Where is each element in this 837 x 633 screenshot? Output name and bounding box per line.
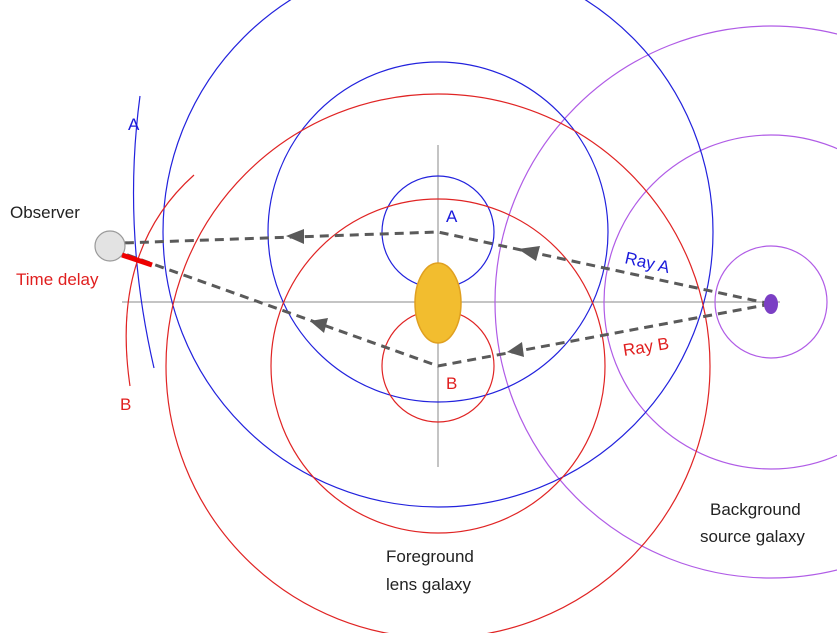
source-wavefronts — [494, 25, 837, 579]
source-wavefront-3 — [494, 25, 837, 579]
observer-label: Observer — [10, 203, 80, 222]
wavefront-a-label: A — [128, 115, 140, 134]
foreground-lens-galaxy-label-line1: Foreground — [386, 547, 474, 566]
background-source-galaxy-label-line2: source galaxy — [700, 527, 805, 546]
source-galaxy — [764, 294, 778, 314]
foreground-lens-galaxy-label-line2: lens galaxy — [386, 575, 472, 594]
ray-a-arrow-left — [286, 229, 304, 244]
path-b-observer-arc — [125, 174, 195, 387]
path-b-wavefront-2 — [270, 198, 606, 534]
path-a-wavefront-2 — [267, 61, 609, 403]
time-delay-label: Time delay — [16, 270, 99, 289]
path-b-wavefront-3 — [165, 93, 711, 633]
observer-icon — [94, 230, 126, 262]
time-delay-marker — [121, 252, 153, 268]
ray-b-arrow-left — [310, 318, 328, 333]
source-wavefront-1 — [714, 245, 828, 359]
path-a-observer-arc — [132, 95, 155, 369]
rays — [121, 230, 772, 368]
ray-a-path — [121, 230, 772, 306]
path-a-wavefront-3 — [162, 0, 714, 508]
wavefront-b-label: B — [120, 395, 131, 414]
ray-b-path — [121, 251, 772, 368]
ray-b-arrow-right — [507, 342, 524, 357]
lens-galaxy — [414, 262, 462, 344]
path-a-wavefronts — [132, 0, 714, 508]
ray-a-arrow-right — [518, 246, 540, 261]
source-wavefront-2 — [603, 134, 837, 470]
ray-arrows — [286, 229, 540, 357]
path-b-wavefronts — [125, 93, 711, 633]
lens-image-a-label: A — [446, 207, 458, 226]
ray-b-label: Ray B — [622, 334, 671, 360]
background-source-galaxy-label-line1: Background — [710, 500, 801, 519]
lens-image-b-label: B — [446, 374, 457, 393]
